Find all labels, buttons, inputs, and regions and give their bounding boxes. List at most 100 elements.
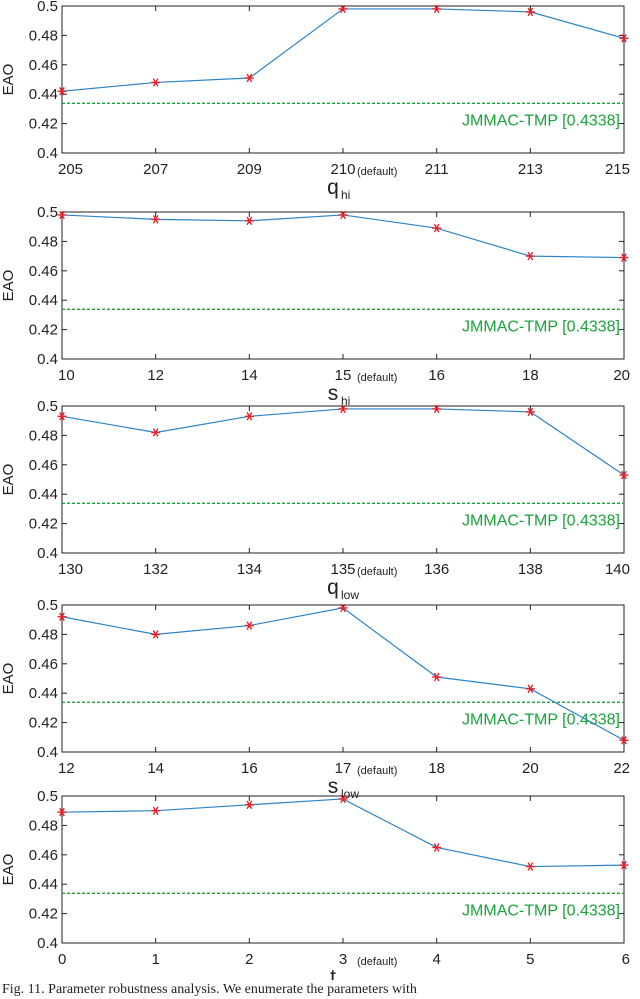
x-tick-label: 136	[424, 561, 449, 578]
x-axis-label-subscript: hi	[341, 188, 350, 202]
x-tick-label: 210	[330, 161, 355, 178]
x-tick-label: 135	[330, 561, 355, 578]
data-point	[244, 73, 254, 83]
data-point-stroke	[527, 862, 534, 871]
x-tick-label: 18	[522, 367, 539, 384]
data-point-stroke	[152, 215, 159, 224]
data-point	[525, 251, 535, 261]
data-point	[338, 404, 348, 414]
data-point	[244, 621, 254, 630]
data-point-stroke	[246, 800, 253, 810]
data-point	[244, 800, 254, 810]
data-point	[338, 603, 348, 613]
data-point-stroke	[527, 7, 534, 17]
y-tick-label: 0.46	[29, 847, 58, 864]
data-point	[432, 404, 442, 414]
baseline-label: JMMAC-TMP [0.4338]	[462, 512, 620, 529]
data-point-stroke	[433, 672, 440, 682]
chart-panel-5: 0.4 0.42 0.44 0.46 0.48 0.5 EAO 0 1 2 3 (default) 4 5…	[0, 788, 630, 980]
y-tick-label: 0.42	[29, 322, 58, 339]
data-point-stroke	[152, 630, 159, 639]
x-tick-label: 130	[58, 561, 83, 578]
x-axis-label: s	[328, 382, 339, 405]
data-point	[619, 860, 629, 870]
data-point-stroke	[621, 735, 627, 745]
x-tick-label: 3	[339, 951, 347, 968]
data-point	[432, 223, 442, 233]
default-tag: (default)	[357, 372, 397, 384]
baseline-label: JMMAC-TMP [0.4338]	[462, 318, 620, 335]
chart-panel-1: 0.4 0.42 0.44 0.46 0.48 0.5 EAO 205 207 209 210 (de…	[0, 0, 630, 202]
baseline-label: JMMAC-TMP [0.4338]	[462, 112, 620, 129]
plot-frame	[61, 211, 625, 360]
data-point	[525, 7, 535, 17]
y-tick-label: 0.44	[29, 685, 58, 702]
y-axis-label: EAO	[0, 854, 17, 886]
data-point-stroke	[340, 603, 346, 613]
chart-panel-3: 0.4 0.42 0.44 0.46 0.48 0.5 EAO 130 132 134 135 (de…	[0, 398, 630, 602]
x-tick-label: 215	[605, 161, 630, 178]
x-tick-label: 12	[58, 760, 75, 777]
data-point-stroke	[621, 34, 627, 43]
x-tick-label: 140	[605, 561, 630, 578]
data-point	[57, 612, 67, 622]
x-tick-label: 10	[58, 367, 75, 384]
y-tick-label: 0.4	[37, 935, 58, 952]
x-tick-label: 16	[428, 367, 445, 384]
data-point-stroke	[340, 4, 346, 14]
y-tick-label: 0.5	[37, 204, 58, 221]
data-point-stroke	[59, 807, 65, 817]
series-line	[61, 408, 625, 476]
data-point	[244, 216, 254, 226]
data-point-stroke	[152, 806, 159, 815]
x-tick-label: 2	[245, 951, 253, 968]
data-point-stroke	[340, 210, 346, 220]
data-point	[432, 843, 442, 852]
data-point	[338, 794, 348, 804]
x-tick-label: 20	[522, 760, 539, 777]
data-point	[151, 78, 161, 87]
y-tick-label: 0.5	[37, 788, 58, 805]
data-point	[57, 210, 67, 220]
data-point	[338, 210, 348, 220]
data-point	[151, 215, 161, 224]
figure-caption: Fig. 11. Parameter robustness analysis. …	[2, 982, 417, 997]
x-axis-label: t	[330, 966, 336, 980]
data-point-stroke	[433, 223, 440, 233]
x-tick-label: 15	[335, 367, 352, 384]
x-axis-label: s	[328, 775, 339, 798]
data-point-stroke	[621, 470, 627, 480]
data-point	[619, 735, 629, 745]
chart-panel-2: 0.4 0.42 0.44 0.46 0.48 0.5 EAO 10 12 14 15 (defaul…	[0, 204, 630, 408]
x-tick-label: 16	[241, 760, 258, 777]
data-point	[57, 87, 67, 96]
x-tick-label: 18	[428, 760, 445, 777]
y-tick-label: 0.46	[29, 263, 58, 280]
data-point	[57, 412, 67, 421]
data-point-stroke	[433, 843, 440, 852]
x-tick-label: 1	[151, 951, 159, 968]
y-tick-label: 0.44	[29, 876, 58, 893]
x-axis-label-subscript: low	[341, 787, 359, 801]
x-tick-label: 6	[622, 951, 630, 968]
y-tick-label: 0.42	[29, 906, 58, 923]
y-tick-label: 0.42	[29, 516, 58, 533]
data-point-stroke	[527, 407, 534, 417]
data-point	[151, 630, 161, 639]
x-axis-label: q	[327, 576, 339, 599]
series-line	[61, 214, 625, 259]
data-point	[151, 428, 161, 437]
chart-panel-4: 0.4 0.42 0.44 0.46 0.48 0.5 EAO 12 14 16 17 (defaul…	[0, 597, 630, 801]
data-point	[151, 806, 161, 815]
data-point	[432, 4, 442, 14]
x-tick-label: 17	[335, 760, 352, 777]
data-point-stroke	[59, 412, 65, 421]
x-tick-label: 207	[143, 161, 168, 178]
data-point	[432, 672, 442, 682]
data-point	[525, 407, 535, 417]
y-tick-label: 0.5	[37, 398, 58, 415]
series-line	[61, 8, 625, 92]
y-tick-label: 0.4	[37, 744, 58, 761]
y-tick-label: 0.4	[37, 145, 58, 162]
